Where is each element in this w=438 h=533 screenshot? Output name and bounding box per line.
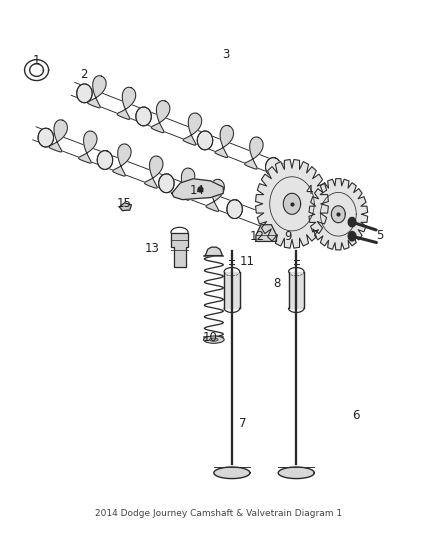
Polygon shape: [348, 217, 356, 227]
Text: 11: 11: [240, 255, 254, 268]
Polygon shape: [215, 125, 233, 158]
Text: 2: 2: [80, 68, 88, 81]
Polygon shape: [289, 272, 304, 308]
Polygon shape: [309, 179, 367, 250]
Text: 6: 6: [353, 409, 360, 422]
Polygon shape: [145, 156, 163, 188]
Text: 9: 9: [284, 230, 291, 243]
Polygon shape: [38, 128, 53, 147]
Polygon shape: [265, 158, 281, 176]
Polygon shape: [244, 137, 263, 169]
Polygon shape: [78, 131, 97, 163]
Polygon shape: [255, 159, 328, 248]
Polygon shape: [283, 193, 300, 214]
Text: 5: 5: [376, 229, 384, 241]
Polygon shape: [224, 272, 240, 308]
Polygon shape: [172, 179, 223, 200]
Polygon shape: [77, 84, 92, 103]
Polygon shape: [117, 87, 136, 119]
Polygon shape: [214, 467, 250, 479]
Polygon shape: [88, 76, 106, 108]
Polygon shape: [171, 232, 188, 266]
Text: 1: 1: [33, 54, 40, 67]
Polygon shape: [151, 101, 170, 133]
Text: 14: 14: [190, 184, 205, 197]
Polygon shape: [159, 174, 174, 193]
Text: 8: 8: [273, 277, 281, 290]
Polygon shape: [332, 206, 345, 223]
Text: 3: 3: [222, 49, 229, 61]
Polygon shape: [97, 151, 113, 169]
Text: 4: 4: [305, 184, 313, 197]
Polygon shape: [49, 120, 67, 152]
Polygon shape: [120, 203, 131, 211]
Polygon shape: [278, 467, 314, 479]
Polygon shape: [206, 179, 224, 212]
Text: 2014 Dodge Journey Camshaft & Valvetrain Diagram 1: 2014 Dodge Journey Camshaft & Valvetrain…: [95, 509, 343, 518]
Text: 13: 13: [145, 242, 160, 255]
Polygon shape: [183, 113, 201, 145]
Polygon shape: [177, 168, 195, 200]
Text: 12: 12: [250, 230, 265, 243]
Polygon shape: [348, 231, 356, 241]
Polygon shape: [205, 247, 223, 255]
Polygon shape: [197, 131, 213, 150]
Polygon shape: [227, 200, 242, 219]
Polygon shape: [136, 107, 151, 126]
Text: 15: 15: [117, 197, 132, 211]
Ellipse shape: [204, 336, 224, 343]
Text: 7: 7: [239, 417, 246, 430]
Polygon shape: [256, 225, 276, 241]
Ellipse shape: [209, 338, 218, 341]
Text: 10: 10: [203, 330, 218, 343]
Polygon shape: [113, 144, 131, 176]
